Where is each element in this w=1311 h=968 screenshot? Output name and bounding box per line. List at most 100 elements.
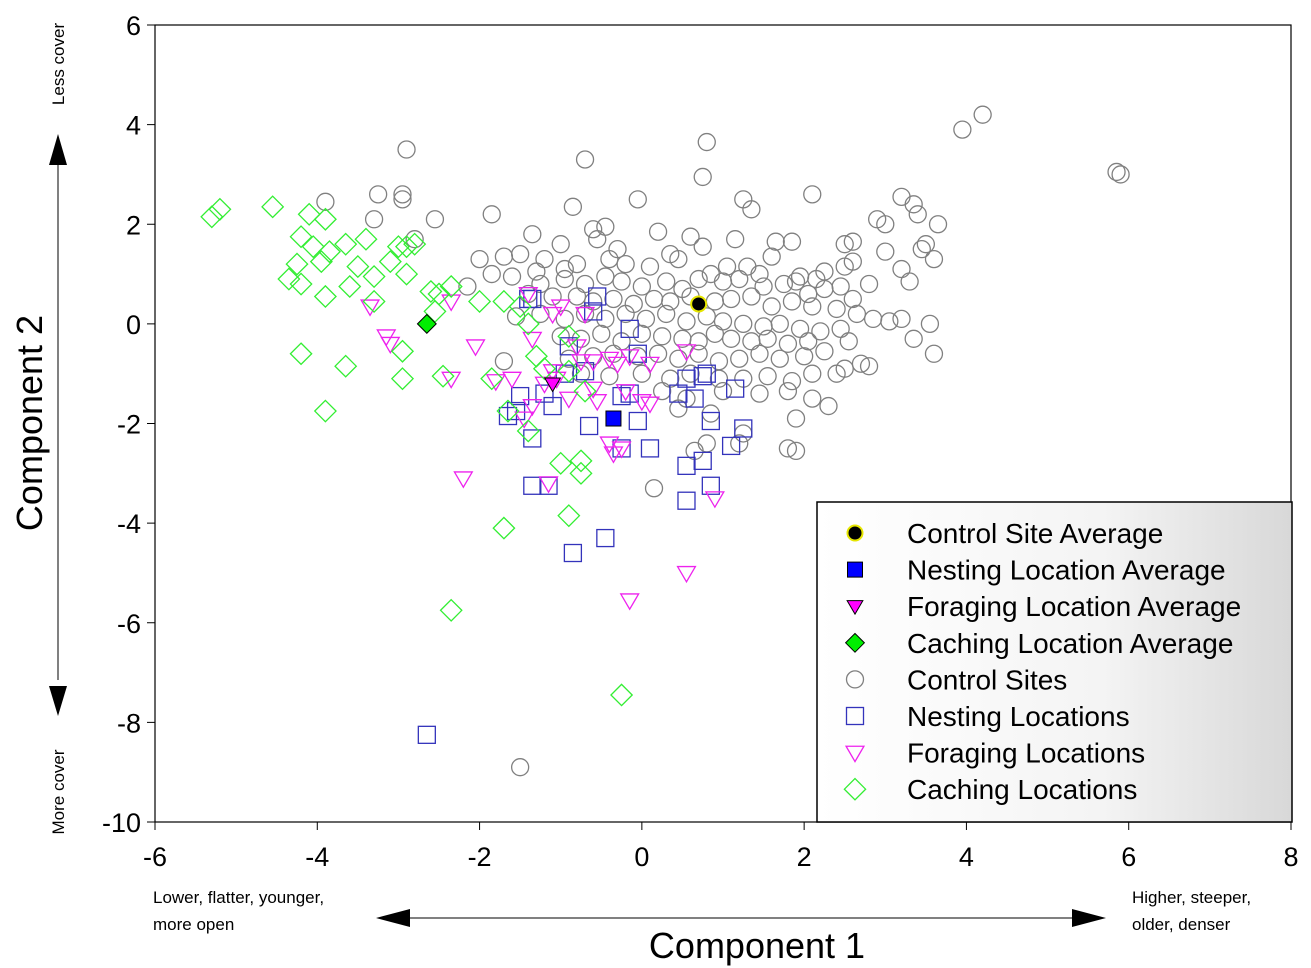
control-sites-point <box>851 354 871 373</box>
caching-locations-point <box>394 235 419 259</box>
control-sites-point <box>661 292 680 311</box>
foraging-locations-point <box>566 339 587 357</box>
control-sites-point <box>803 389 822 408</box>
caching-locations-point <box>508 294 532 318</box>
legend-control-sites-swatch <box>845 670 865 689</box>
nesting-locations-point <box>559 337 578 356</box>
control-sites-point <box>778 381 798 401</box>
nesting-locations-point <box>510 386 530 406</box>
y-axis-title: Component 2 <box>9 315 50 531</box>
nesting-locations-point <box>506 401 526 421</box>
foraging-locations-point <box>522 331 543 350</box>
caching-locations-point <box>285 252 309 276</box>
caching-locations-point <box>394 262 419 286</box>
nesting-locations-point <box>535 384 554 403</box>
control-sites-point <box>494 352 514 371</box>
control-sites-point <box>705 324 725 343</box>
control-sites-point <box>571 364 591 383</box>
control-sites-point <box>657 304 676 324</box>
caching-locations-point <box>403 232 427 256</box>
control-sites-point <box>677 312 696 331</box>
foraging-locations-point <box>465 339 486 357</box>
control-sites-point <box>758 329 777 348</box>
x-annotation-high-line2: older, denser <box>1132 915 1231 934</box>
control-sites-point <box>693 167 712 187</box>
legend: Control Site Average Nesting Location Ave… <box>816 501 1293 823</box>
control-sites-point <box>612 272 631 291</box>
nesting-locations-point <box>734 419 753 438</box>
data-points <box>200 105 1130 777</box>
control-sites-point <box>742 200 761 219</box>
caching-locations-point <box>492 289 516 314</box>
control-sites-point <box>632 277 652 296</box>
control-sites-point <box>567 287 587 306</box>
control-sites-point <box>839 332 858 351</box>
nesting-locations-point <box>726 379 745 398</box>
y-tick-label: 0 <box>126 310 141 340</box>
foraging-locations-point <box>607 356 628 374</box>
caching-locations-point <box>549 451 573 475</box>
control-sites-point <box>588 230 607 249</box>
control-sites-point <box>734 314 753 334</box>
caching-locations-point <box>557 359 581 383</box>
control-sites-point <box>393 190 412 209</box>
control-sites-point <box>721 289 741 309</box>
nesting-locations-point <box>677 491 696 510</box>
nesting-locations-point <box>523 476 542 495</box>
caching-locations-point <box>569 461 593 485</box>
caching-locations-point <box>354 227 378 251</box>
x-arrow-head-left <box>376 909 410 927</box>
x-tick-label: 2 <box>797 842 812 872</box>
caching-locations-point <box>334 354 358 378</box>
foraging-locations-point <box>570 354 592 372</box>
foraging-locations-point <box>441 371 462 389</box>
foraging-locations-point <box>704 491 725 509</box>
control-sites-point <box>713 381 733 401</box>
legend-label: Control Site Average <box>907 518 1163 549</box>
caching-locations-point <box>200 205 224 229</box>
y-tick-label: -10 <box>102 808 141 838</box>
control-sites-point <box>750 344 769 363</box>
foraging-locations-point <box>619 349 640 367</box>
caching-locations-point <box>390 339 415 363</box>
control-sites-point <box>750 384 769 403</box>
nesting-locations-point <box>620 319 639 339</box>
control-sites-point <box>774 274 794 294</box>
control-sites-point <box>843 232 862 251</box>
x-arrow-head-right <box>1072 909 1106 927</box>
foraging-locations-point <box>603 446 624 464</box>
control-sites-point <box>584 220 603 239</box>
control-sites-point <box>904 329 923 348</box>
foraging-locations-point <box>514 411 535 429</box>
caching-location-average-marker <box>416 313 437 334</box>
foraging-locations-point <box>485 374 506 392</box>
caching-locations-point <box>480 367 504 391</box>
control-sites-point <box>644 479 664 498</box>
caching-locations-point <box>516 312 540 336</box>
y-tick-label: -2 <box>117 410 141 440</box>
nesting-locations-point <box>685 389 704 408</box>
x-tick-label: -4 <box>305 842 329 872</box>
control-sites-point <box>920 314 940 334</box>
foraging-locations-point <box>542 364 563 382</box>
y-tick-label: -6 <box>117 609 141 639</box>
foraging-locations-point <box>615 384 636 402</box>
averages-series <box>416 295 708 427</box>
caching-locations-point <box>390 367 415 391</box>
legend-label: Nesting Locations <box>907 701 1130 732</box>
legend-label: Foraging Location Average <box>907 591 1241 622</box>
foraging-locations-point <box>611 441 632 459</box>
x-annotation-low-line2: more open <box>153 915 234 934</box>
foraging-locations-point <box>619 593 640 611</box>
control-sites-point <box>681 364 700 383</box>
foraging-locations-point <box>522 399 543 417</box>
foraging-locations-point <box>631 394 652 412</box>
y-arrow-head-down <box>49 686 67 716</box>
control-sites-point <box>876 242 895 261</box>
control-sites-point <box>831 277 850 296</box>
foraging-locations-point <box>583 354 604 372</box>
control-sites-point <box>652 327 672 346</box>
y-tick-label: 2 <box>126 210 141 240</box>
foraging-locations-point <box>376 329 397 347</box>
control-sites-point <box>648 344 668 363</box>
